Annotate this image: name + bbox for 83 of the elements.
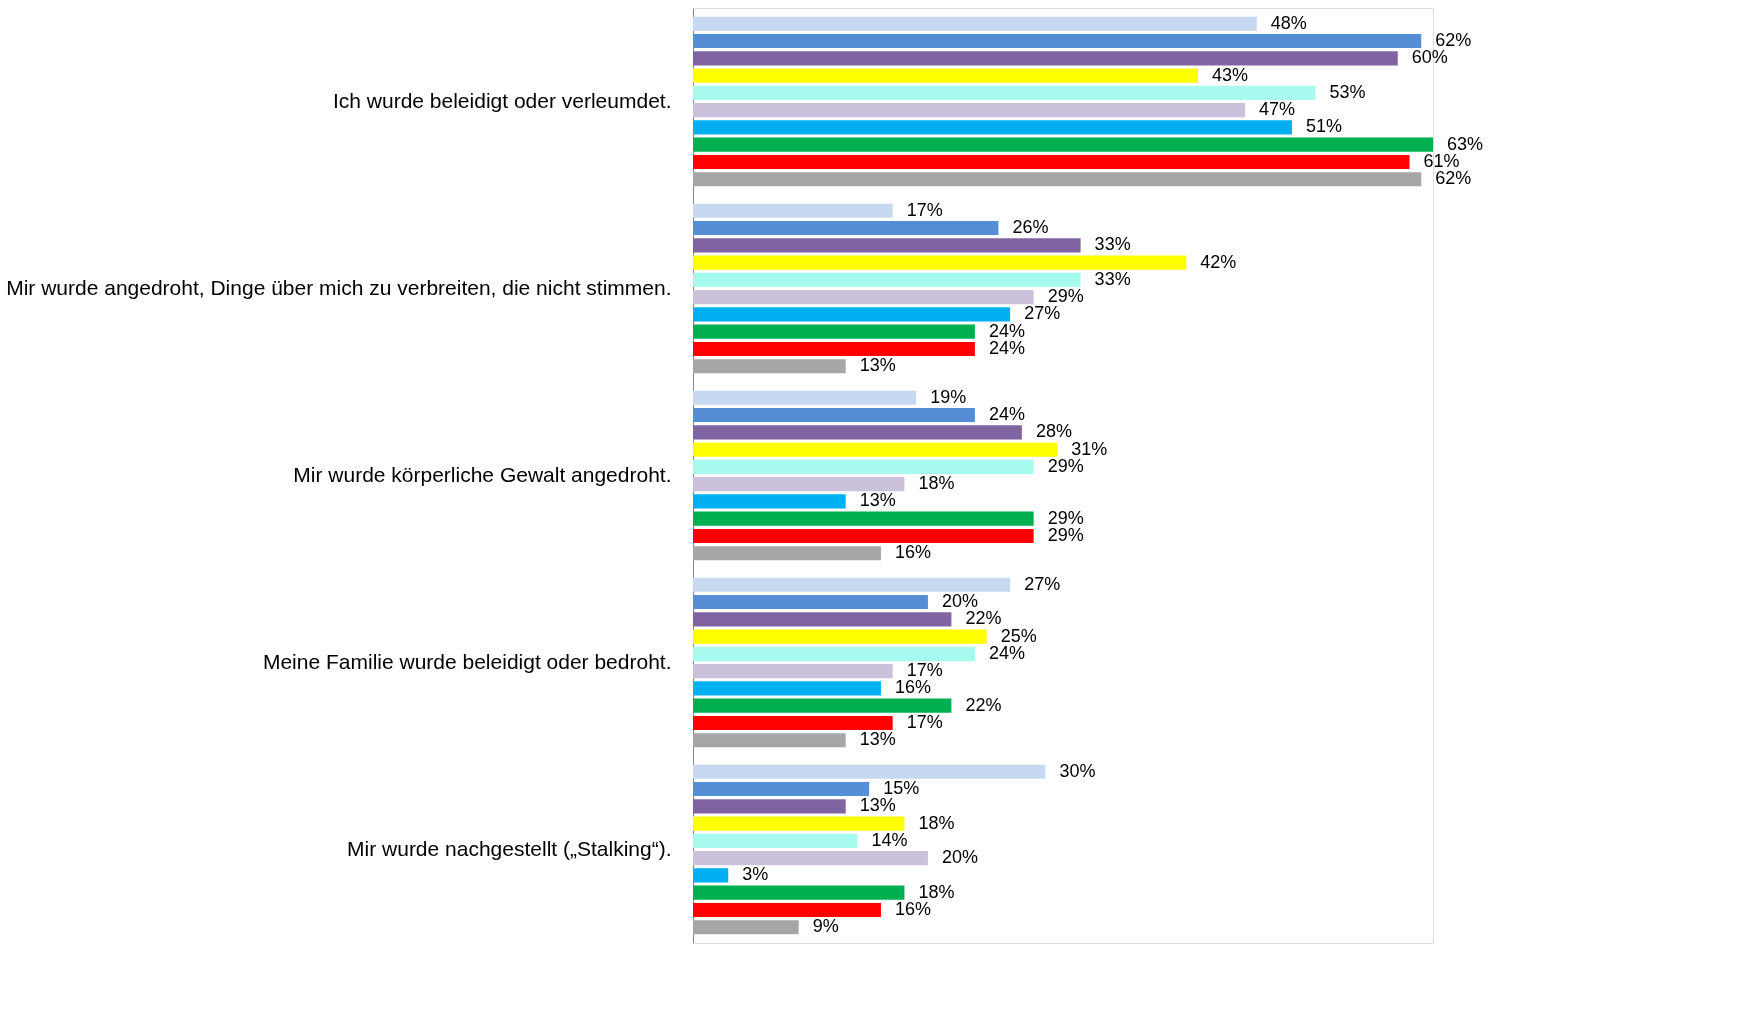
bar	[693, 920, 799, 935]
bar	[693, 137, 1433, 152]
data-label: 17%	[906, 711, 943, 732]
data-label: 3%	[742, 864, 769, 885]
data-label: 18%	[918, 812, 955, 833]
data-label: 51%	[1306, 116, 1343, 137]
bar	[693, 220, 999, 236]
bar	[693, 494, 846, 509]
bar	[693, 477, 905, 492]
bar	[693, 16, 1257, 31]
bar	[693, 324, 975, 339]
bar	[693, 154, 1410, 170]
bar	[693, 698, 952, 713]
bar	[693, 307, 1011, 322]
bar	[693, 425, 1022, 440]
data-label: 27%	[1024, 573, 1061, 594]
bar	[693, 733, 846, 748]
bar	[693, 546, 881, 561]
data-label: 13%	[859, 355, 896, 376]
data-label: 53%	[1329, 81, 1366, 102]
data-label: 48%	[1270, 12, 1307, 33]
bar	[693, 816, 905, 831]
bar	[693, 203, 893, 218]
data-label: 9%	[812, 916, 839, 937]
bar	[693, 902, 881, 918]
bar	[693, 33, 1422, 49]
bar	[693, 646, 975, 661]
data-label: 22%	[965, 694, 1002, 715]
data-label: 62%	[1435, 168, 1472, 189]
data-label: 13%	[859, 490, 896, 511]
bar	[693, 51, 1398, 66]
y-tick-label: Ich wurde beleidigt oder verleumdet.	[332, 88, 672, 112]
bar	[693, 681, 881, 696]
bar	[693, 528, 1034, 544]
bar	[693, 272, 1081, 287]
bar	[693, 851, 928, 866]
bar	[693, 120, 1293, 135]
data-label: 26%	[1012, 217, 1049, 238]
bar	[693, 833, 858, 848]
data-label: 18%	[918, 473, 955, 494]
data-label: 24%	[988, 404, 1025, 425]
data-label: 28%	[1035, 421, 1072, 442]
y-tick-label: Mir wurde körperliche Gewalt angedroht.	[293, 462, 672, 486]
data-label: 33%	[1094, 268, 1131, 289]
y-tick-label: Mir wurde nachgestellt („Stalking“).	[347, 836, 672, 860]
bar	[693, 577, 1011, 592]
bar	[693, 255, 1187, 270]
data-label: 17%	[906, 199, 943, 220]
bar	[693, 68, 1199, 83]
data-label: 42%	[1200, 251, 1237, 272]
data-label: 30%	[1059, 760, 1096, 781]
data-label: 19%	[930, 386, 967, 407]
bar	[693, 459, 1034, 474]
bar	[693, 238, 1081, 253]
y-tick-label: Meine Familie wurde beleidigt oder bedroht.	[262, 649, 672, 673]
bar	[693, 664, 893, 679]
data-label: 16%	[894, 542, 931, 563]
bar	[693, 290, 1034, 305]
data-label: 47%	[1259, 99, 1296, 120]
bar	[693, 612, 952, 627]
bar	[693, 594, 928, 610]
data-label: 43%	[1212, 64, 1249, 85]
data-label: 33%	[1094, 234, 1131, 255]
bar	[693, 442, 1058, 457]
bar	[693, 764, 1046, 779]
bar	[693, 407, 975, 423]
bar	[693, 172, 1422, 187]
data-label: 14%	[871, 829, 908, 850]
bar	[693, 799, 846, 814]
bar	[693, 359, 846, 374]
bar	[693, 85, 1316, 100]
data-label: 13%	[859, 729, 896, 750]
bar	[693, 511, 1034, 526]
bar	[693, 103, 1246, 118]
bar	[693, 390, 917, 405]
bar	[693, 781, 870, 797]
data-label: 20%	[941, 847, 978, 868]
bar	[693, 629, 987, 644]
y-tick-label: Mir wurde angedroht, Dinge über mich zu verbreiten, die nicht stimmen.	[6, 275, 672, 299]
bar	[693, 868, 729, 883]
bar	[693, 715, 893, 731]
bar	[693, 341, 975, 357]
bar	[693, 885, 905, 900]
